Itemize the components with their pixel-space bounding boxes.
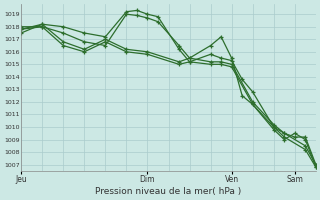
X-axis label: Pression niveau de la mer( hPa ): Pression niveau de la mer( hPa ) (95, 187, 242, 196)
